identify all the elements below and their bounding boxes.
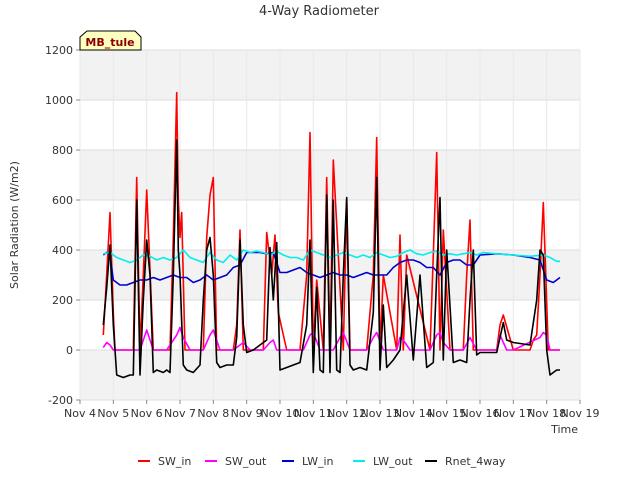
y-tick-label: 1200 [45, 44, 73, 57]
y-tick-label: 1000 [45, 94, 73, 107]
y-axis-label: Solar Radiation (W/m2) [8, 161, 21, 289]
series-line-rnet-4way [102, 139, 560, 379]
plot-band [80, 50, 580, 100]
legend-label: LW_out [373, 455, 413, 468]
x-tick-label: Nov 4 [64, 407, 96, 420]
series-layer [102, 91, 561, 379]
x-tick-label: Nov 10 [261, 407, 300, 420]
badge-label: MB_tule [85, 36, 134, 49]
x-tick-label: Nov 19 [561, 407, 600, 420]
legend-label: Rnet_4way [445, 455, 506, 468]
x-tick-label: Nov 18 [527, 407, 566, 420]
y-tick-label: 600 [52, 194, 73, 207]
x-tick-label: Nov 17 [494, 407, 533, 420]
y-tick-label: 0 [66, 344, 73, 357]
legend: SW_in SW_out LW_in LW_out Rnet_4way [138, 455, 506, 468]
series-line-sw-out [102, 326, 560, 351]
badge: MB_tule [79, 30, 142, 51]
y-tick-label: 200 [52, 294, 73, 307]
legend-label: SW_in [158, 455, 191, 468]
series-line-sw-in [102, 91, 560, 351]
x-tick-label: Nov 12 [327, 407, 366, 420]
x-tick-label: Nov 16 [461, 407, 500, 420]
legend-label: LW_in [302, 455, 334, 468]
x-tick-label: Nov 9 [231, 407, 263, 420]
x-axis-label: Time [550, 423, 578, 436]
x-tick-label: Nov 5 [97, 407, 129, 420]
y-tick-label: -200 [48, 394, 73, 407]
plot-area [102, 91, 561, 379]
x-tick-label: Nov 11 [294, 407, 333, 420]
x-tick-label: Nov 7 [164, 407, 196, 420]
legend-label: SW_out [225, 455, 267, 468]
y-tick-label: 800 [52, 144, 73, 157]
x-tick-label: Nov 6 [131, 407, 163, 420]
plot-band [80, 150, 580, 200]
chart-title: 4-Way Radiometer [259, 4, 380, 19]
badge-shape [79, 30, 142, 51]
series-line-lw-in [102, 251, 561, 286]
y-axis-ticks: -200 0 200 400 600 800 1000 1200 [45, 44, 80, 407]
x-tick-label: Nov 13 [361, 407, 400, 420]
x-tick-label: Nov 8 [197, 407, 229, 420]
y-tick-label: 400 [52, 244, 73, 257]
x-tick-label: Nov 14 [394, 407, 433, 420]
x-tick-label: Nov 15 [427, 407, 466, 420]
plot-bands [80, 50, 580, 400]
